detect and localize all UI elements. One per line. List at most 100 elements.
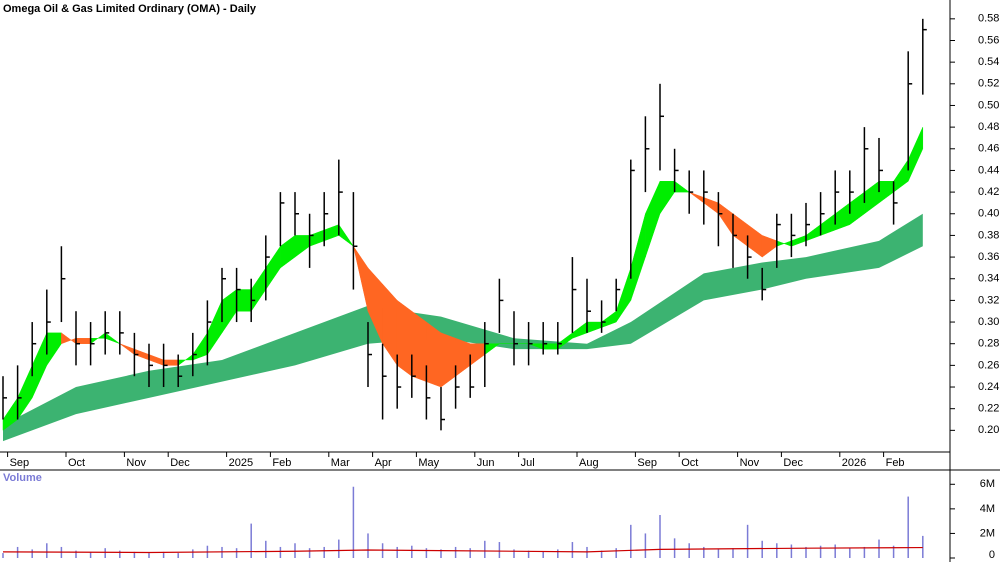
x-tick-label: Jun [477, 457, 495, 469]
x-tick-label: Apr [375, 457, 392, 469]
y-tick-label: 0.40 [978, 208, 999, 220]
short-ribbon [148, 354, 164, 366]
x-tick-label: Sep [10, 457, 30, 469]
y-tick-label: 0.48 [978, 121, 999, 133]
y-tick-label: 0.38 [978, 229, 999, 241]
y-tick-label: 0.56 [978, 34, 999, 46]
x-tick-label: Feb [272, 457, 291, 469]
short-ribbon [761, 235, 778, 258]
y-tick-label: 0.32 [978, 294, 999, 306]
volume-tick-label: 0 [989, 549, 995, 561]
short-ribbon [674, 180, 690, 193]
short-ribbon [849, 191, 865, 226]
short-ribbon [630, 213, 646, 301]
short-ribbon [440, 332, 456, 388]
short-ribbon [572, 321, 588, 339]
short-ribbon [396, 299, 413, 377]
short-ribbon [893, 158, 909, 193]
short-ribbon [46, 332, 62, 367]
short-ribbon [469, 343, 486, 366]
x-tick-label: Dec [170, 457, 190, 469]
short-ribbon [90, 332, 106, 345]
short-ribbon [426, 321, 442, 388]
y-tick-label: 0.30 [978, 316, 999, 328]
volume-average [2, 546, 923, 554]
y-tick-label: 0.44 [978, 164, 999, 176]
short-ribbon [834, 202, 851, 231]
short-ribbon [703, 197, 719, 215]
short-ribbon [31, 332, 48, 398]
short-ribbon [864, 180, 880, 215]
short-ribbon [776, 240, 792, 247]
y-tick-label: 0.58 [978, 13, 999, 25]
y-tick-label: 0.24 [978, 381, 999, 393]
short-ribbon [820, 213, 836, 236]
short-ribbon [323, 224, 340, 242]
short-ribbon [542, 343, 559, 350]
short-ribbon [659, 181, 675, 215]
short-ribbon [455, 337, 471, 377]
volume-tick-label: 6M [980, 478, 995, 490]
short-ribbon [75, 338, 91, 344]
y-tick-label: 0.50 [978, 99, 999, 111]
x-tick-label: Aug [579, 457, 599, 469]
short-ribbon [791, 235, 807, 247]
x-tick-label: Mar [331, 457, 350, 469]
chart-title: Omega Oil & Gas Limited Ordinary (OMA) -… [3, 3, 257, 15]
short-ribbon [718, 202, 734, 237]
y-tick-label: 0.42 [978, 186, 999, 198]
short-ribbon [119, 343, 135, 356]
volume-tick-label: 2M [980, 527, 995, 539]
short-ribbon [382, 283, 398, 367]
short-ribbon [615, 267, 632, 323]
short-ribbon [309, 229, 325, 247]
short-ribbon [163, 359, 179, 366]
short-ribbon [645, 181, 661, 258]
short-ribbon [61, 332, 77, 345]
y-tick-label: 0.20 [978, 424, 999, 436]
y-tick-label: 0.26 [978, 359, 999, 371]
y-tick-label: 0.22 [978, 403, 999, 415]
volume-label: Volume [3, 472, 42, 484]
short-ribbon [250, 267, 267, 313]
x-tick-label: Nov [740, 457, 760, 469]
volume-tick-label: 4M [980, 503, 995, 515]
short-ribbon [192, 332, 208, 361]
x-tick-label: Oct [68, 457, 85, 469]
short-ribbon [221, 289, 237, 334]
x-tick-label: 2025 [229, 457, 253, 469]
y-tick-label: 0.28 [978, 338, 999, 350]
x-tick-label: May [418, 457, 439, 469]
y-tick-label: 0.52 [978, 78, 999, 90]
short-ribbon [280, 234, 296, 269]
short-ribbon [104, 332, 120, 344]
y-tick-label: 0.46 [978, 143, 999, 155]
short-ribbon [878, 181, 894, 204]
x-tick-label: Sep [637, 457, 657, 469]
short-ribbon [907, 127, 924, 182]
x-tick-label: Nov [126, 457, 146, 469]
long-ribbon [3, 213, 923, 442]
short-ribbon [586, 321, 602, 334]
x-tick-label: Jul [521, 457, 535, 469]
y-tick-label: 0.36 [978, 251, 999, 263]
short-ribbon [805, 224, 821, 242]
short-ribbon [177, 354, 194, 366]
short-ribbon [353, 246, 369, 312]
x-tick-label: 2026 [842, 457, 866, 469]
short-ribbon [689, 191, 705, 204]
short-ribbon [338, 223, 354, 247]
short-ribbon [601, 310, 617, 328]
short-ribbon [236, 289, 252, 312]
short-ribbon [207, 300, 223, 356]
short-ribbon [484, 343, 501, 356]
y-tick-label: 0.34 [978, 273, 999, 285]
short-ribbon [265, 245, 281, 291]
short-ribbon [294, 235, 310, 258]
short-ribbon [411, 310, 427, 382]
x-tick-label: Feb [886, 457, 905, 469]
x-tick-label: Dec [783, 457, 803, 469]
y-tick-label: 0.54 [978, 56, 999, 68]
x-tick-label: Oct [681, 457, 698, 469]
